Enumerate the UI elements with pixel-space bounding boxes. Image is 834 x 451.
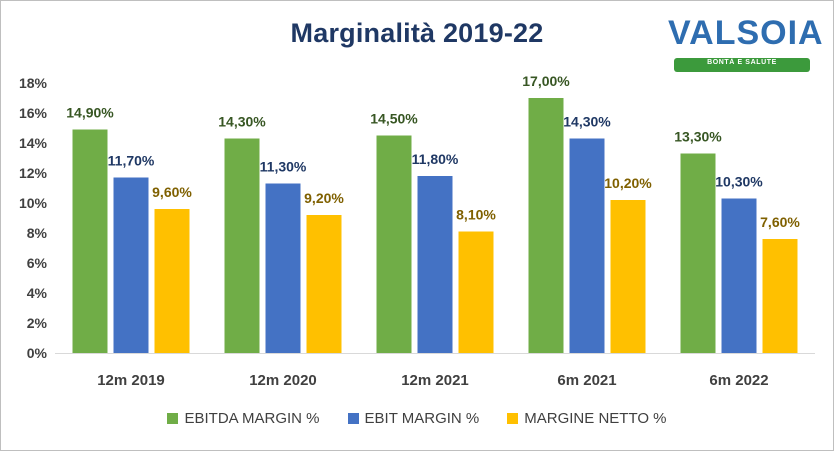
data-label: 11,80% [412,151,459,167]
bar-ebitda-margin [376,135,412,353]
data-label: 10,30% [715,174,763,190]
data-label: 11,70% [108,153,155,169]
legend-item: MARGINE NETTO % [507,410,667,427]
data-label: 14,30% [218,114,266,130]
legend-swatch [507,413,519,424]
data-label: 13,30% [674,129,722,145]
data-label: 10,20% [604,175,652,191]
data-label: 7,60% [760,214,800,230]
data-label: 8,10% [456,207,496,223]
y-tick-label: 16% [19,105,48,121]
legend-item: EBIT MARGIN % [347,410,480,427]
bar-ebitda-margin [680,153,716,353]
y-tick-label: 2% [27,315,48,331]
y-tick-label: 6% [27,255,48,271]
x-tick-label: 6m 2021 [557,372,616,389]
data-label: 14,30% [563,114,611,130]
x-tick-label: 12m 2021 [401,372,469,389]
legend-label: EBITDA MARGIN % [184,410,320,427]
y-tick-label: 18% [19,75,48,91]
data-label: 14,90% [66,105,114,121]
logo-tagline: BONTÀ E SALUTE [707,59,777,66]
data-label: 9,60% [152,184,192,200]
bar-margine-netto [154,209,190,353]
logo-wordmark: VALSOIA [668,14,824,52]
x-tick-label: 12m 2019 [97,372,165,389]
legend-label: EBIT MARGIN % [364,410,480,427]
bar-ebit-margin [265,183,301,353]
legend-label: MARGINE NETTO % [524,410,667,427]
y-tick-label: 0% [27,345,48,361]
bar-ebitda-margin [72,129,108,353]
y-tick-label: 4% [27,285,48,301]
bar-ebit-margin [417,176,453,353]
bar-ebitda-margin [224,138,260,353]
bar-margine-netto [306,215,342,353]
data-label: 17,00% [522,73,570,89]
bar-ebit-margin [113,177,149,353]
y-tick-label: 8% [27,225,48,241]
bar-margine-netto [610,200,646,353]
valsoia-logo: VALSOIA BONTÀ E SALUTE [668,12,824,76]
y-tick-label: 12% [19,165,48,181]
x-tick-label: 12m 2020 [249,372,317,389]
chart-legend: EBITDA MARGIN % EBIT MARGIN % MARGINE NETT… [0,410,834,427]
legend-swatch [167,413,179,424]
legend-swatch [347,413,359,424]
y-tick-label: 14% [19,135,48,151]
bar-ebit-margin [721,198,757,353]
data-label: 11,30% [260,159,307,175]
bar-margine-netto [762,239,798,353]
logo-band [674,58,810,72]
bar-ebit-margin [569,138,605,353]
x-tick-label: 6m 2022 [709,372,768,389]
bar-ebitda-margin [528,98,564,353]
legend-item: EBITDA MARGIN % [167,410,320,427]
y-tick-label: 10% [19,195,48,211]
chart-title: Marginalità 2019-22 [290,18,544,48]
bar-margine-netto [458,231,494,353]
data-label: 14,50% [370,111,418,127]
data-label: 9,20% [304,190,344,206]
